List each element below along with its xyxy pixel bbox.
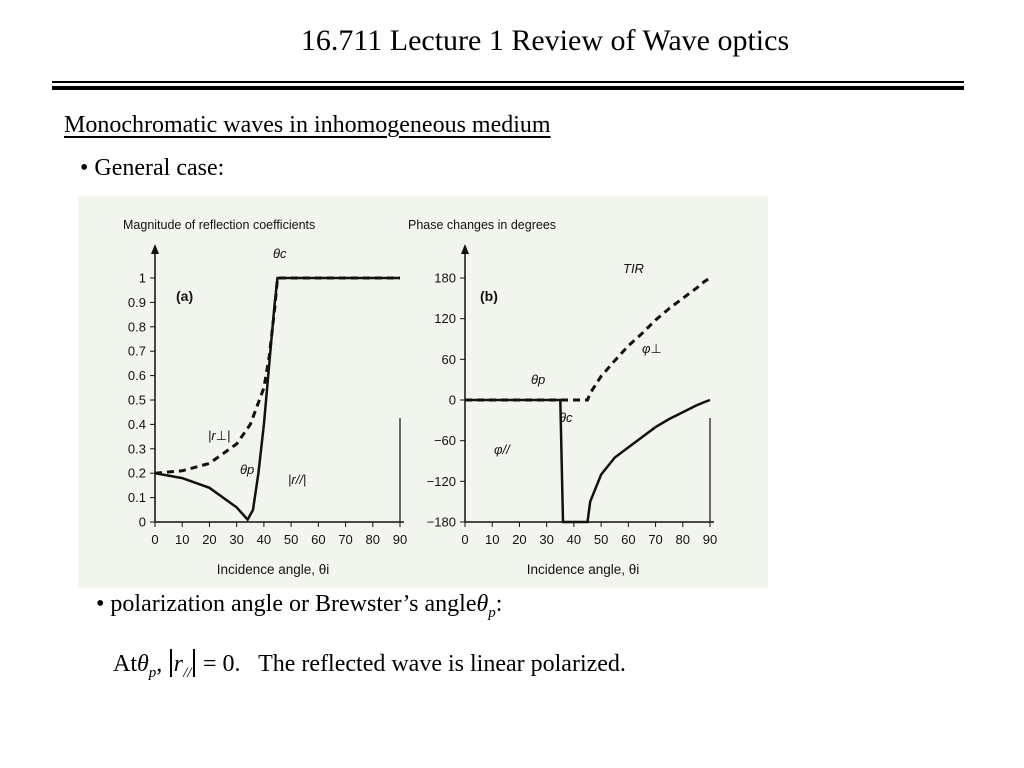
chart-annotation: θc: [273, 246, 287, 261]
series-line: [465, 398, 711, 524]
x-tick-label: 20: [512, 532, 526, 547]
title-rule-thick: [52, 86, 964, 90]
note-r-sub: //: [183, 665, 192, 681]
panel-b-phase: Phase changes in degrees 0 10 20 30 40 50 60 70 8…: [408, 218, 717, 577]
chart-title: Phase changes in degrees: [408, 218, 556, 232]
x-tick-label: 10: [485, 532, 499, 547]
brewster-note: Atθp, r// = 0. The reflected wave is lin…: [113, 649, 626, 681]
chart-annotation: |r//|: [288, 472, 306, 487]
y-tick-label: −180: [427, 515, 456, 530]
theta-subscript-p: p: [488, 605, 496, 621]
series-line: [154, 276, 400, 475]
y-tick-label: −60: [434, 433, 456, 448]
chart-annotation: φ⊥: [642, 341, 662, 356]
note-r: r: [173, 651, 184, 677]
x-axis-label: Incidence angle, θi: [527, 562, 640, 577]
y-tick-label: 0.3: [128, 441, 146, 456]
y-tick-label: 0: [139, 515, 146, 530]
x-tick-label: 50: [594, 532, 608, 547]
series-line: [154, 276, 400, 522]
colon: :: [495, 591, 503, 617]
note-equals: = 0.: [202, 651, 241, 677]
x-tick-label: 40: [567, 532, 581, 547]
y-tick-label: 0: [449, 393, 456, 408]
y-tick-label: 0.4: [128, 417, 146, 432]
x-tick-label: 0: [151, 532, 158, 547]
x-tick-label: 60: [621, 532, 635, 547]
y-tick-label: 0.1: [128, 490, 146, 505]
chart-annotation: TIR: [623, 261, 644, 276]
x-tick-label: 30: [539, 532, 553, 547]
y-tick-label: 1: [139, 271, 146, 286]
abs-bar-right: [193, 649, 195, 677]
y-tick-label: 0.6: [128, 368, 146, 383]
y-axis-arrow: [151, 244, 159, 254]
theta-symbol: θ: [476, 591, 489, 617]
chart-annotation: θp: [531, 372, 545, 387]
bullet-brewster-angle: • polarization angle or Brewster’s angle…: [96, 591, 503, 621]
y-tick-label: 120: [434, 311, 456, 326]
y-tick-label: 0.9: [128, 295, 146, 310]
x-axis-label: Incidence angle, θi: [217, 562, 330, 577]
x-tick-label: 90: [393, 532, 407, 547]
x-tick-label: 30: [229, 532, 243, 547]
note-theta-sub: p: [148, 665, 157, 681]
chart-annotation: |r⊥|: [208, 428, 230, 443]
section-heading: Monochromatic waves in inhomogeneous med…: [64, 112, 551, 138]
panel-label: (b): [480, 288, 498, 304]
x-tick-label: 70: [338, 532, 352, 547]
note-at: At: [113, 651, 137, 677]
x-tick-label: 60: [311, 532, 325, 547]
y-tick-label: −120: [427, 474, 456, 489]
y-tick-label: 60: [442, 352, 456, 367]
x-tick-label: 0: [461, 532, 468, 547]
y-tick-label: 180: [434, 271, 456, 286]
x-tick-label: 50: [284, 532, 298, 547]
x-tick-label: 80: [366, 532, 380, 547]
chart-annotation: θp: [240, 462, 254, 477]
title-rule-thin: [52, 81, 964, 83]
note-theta: θ: [137, 651, 149, 677]
chart-title: Magnitude of reflection coefficients: [123, 218, 315, 232]
y-tick-label: 0.2: [128, 466, 146, 481]
y-tick-label: 0.8: [128, 319, 146, 334]
x-tick-label: 40: [257, 532, 271, 547]
y-tick-label: 0.7: [128, 344, 146, 359]
panel-label: (a): [176, 288, 193, 304]
x-tick-label: 80: [676, 532, 690, 547]
x-tick-label: 90: [703, 532, 717, 547]
x-tick-label: 20: [202, 532, 216, 547]
note-text: The reflected wave is linear polarized.: [258, 651, 626, 677]
x-tick-label: 10: [175, 532, 189, 547]
note-comma: ,: [156, 651, 163, 677]
y-tick-label: 0.5: [128, 393, 146, 408]
chart-annotation: θc: [559, 410, 573, 425]
brewster-text: • polarization angle or Brewster’s angle: [96, 591, 477, 617]
chart-annotation: φ//: [494, 442, 511, 457]
abs-bar-left: [170, 649, 172, 677]
series-line: [465, 276, 711, 402]
y-axis-arrow: [461, 244, 469, 254]
slide-title: 16.711 Lecture 1 Review of Wave optics: [300, 24, 790, 57]
x-tick-label: 70: [648, 532, 662, 547]
bullet-general-case: • General case:: [80, 155, 225, 181]
